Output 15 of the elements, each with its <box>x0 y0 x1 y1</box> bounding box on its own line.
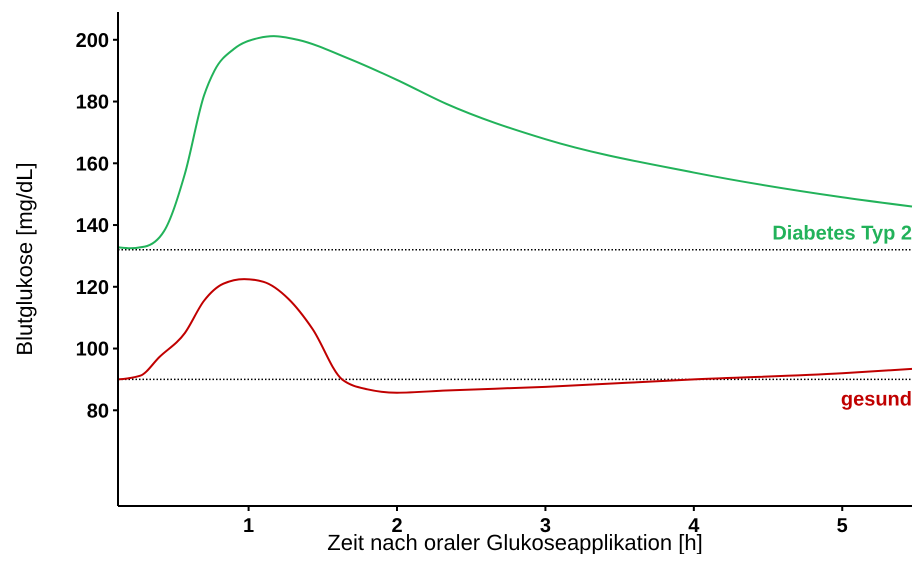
x-tick-label: 5 <box>836 515 848 537</box>
y-tick-label: 180 <box>76 92 109 114</box>
x-tick-label: 3 <box>540 515 551 537</box>
y-tick-label: 80 <box>86 400 109 422</box>
y-tick-label: 200 <box>76 30 109 52</box>
line-series <box>117 35 913 250</box>
y-tick-label: 120 <box>76 276 109 299</box>
series-label: Diabetes Typ 2 <box>772 222 912 245</box>
y-tick-label: 140 <box>76 215 109 238</box>
y-axis-title: Blutglukose [mg/dL] <box>12 162 37 356</box>
x-tick-label: 1 <box>243 515 254 537</box>
x-tick-label: 2 <box>391 515 403 537</box>
y-tick-label: 100 <box>76 338 109 361</box>
y-tick-label: 160 <box>76 153 109 176</box>
series-label: gesund <box>840 388 912 410</box>
